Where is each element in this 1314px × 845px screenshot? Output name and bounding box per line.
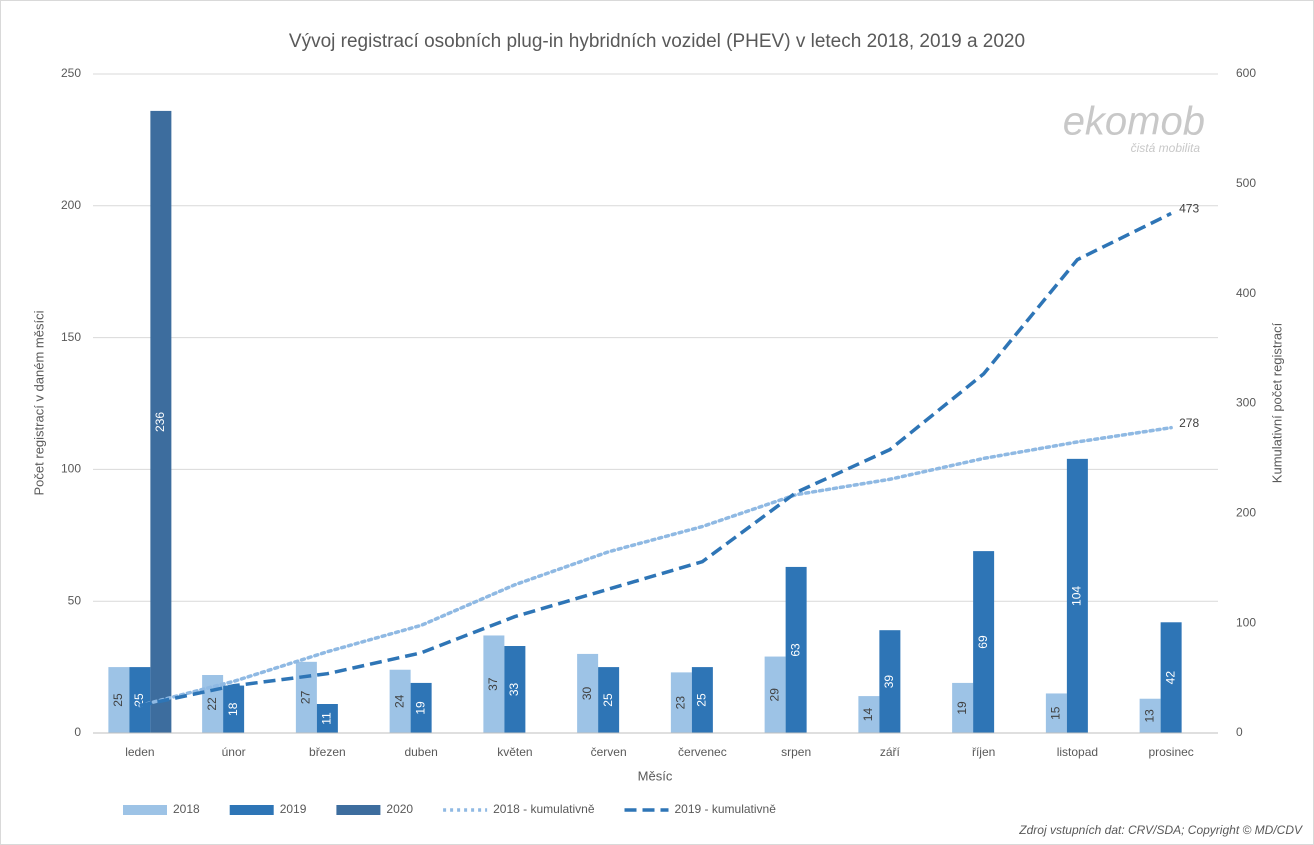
bar [483, 635, 505, 733]
bar [973, 551, 995, 733]
bar-value-label: 15 [1049, 706, 1063, 720]
bar [223, 685, 245, 733]
bar-value-label: 19 [413, 701, 427, 715]
bar [858, 696, 880, 733]
y-tick-label: 250 [61, 66, 81, 80]
bar-value-label: 104 [1070, 586, 1084, 606]
x-tick-label: květen [497, 745, 532, 759]
y2-tick-label: 100 [1236, 615, 1256, 629]
bar [1139, 698, 1161, 733]
bar-value-label: 27 [299, 690, 313, 704]
line-series [139, 211, 1172, 708]
x-tick-label: červenec [678, 745, 727, 759]
legend-swatch [229, 805, 274, 815]
line-series [138, 425, 1173, 708]
y-tick-label: 50 [68, 593, 82, 607]
y-tick-label: 150 [61, 330, 81, 344]
y2-tick-label: 200 [1236, 506, 1256, 520]
bar-value-label: 19 [955, 701, 969, 715]
y2-tick-label: 600 [1236, 66, 1256, 80]
bar [129, 667, 151, 733]
bar-value-label: 18 [226, 702, 240, 716]
y-tick-label: 200 [61, 198, 81, 212]
legend-label: 2018 [173, 802, 200, 816]
watermark: ekomob [1063, 100, 1205, 144]
bar-value-label: 69 [976, 635, 990, 649]
bar [504, 646, 526, 733]
y-tick-label: 0 [74, 725, 81, 739]
bar [389, 669, 411, 733]
bar [316, 704, 338, 733]
bar-value-label: 13 [1142, 709, 1156, 723]
bar-value-label: 25 [695, 693, 709, 707]
bar-value-label: 42 [1163, 671, 1177, 685]
y2-tick-label: 0 [1236, 725, 1243, 739]
bar-value-label: 39 [882, 675, 896, 689]
x-tick-label: březen [309, 745, 346, 759]
y2-tick-label: 500 [1236, 176, 1256, 190]
legend-label: 2019 [280, 802, 307, 816]
bar [410, 682, 432, 733]
bar [952, 682, 974, 733]
bar-value-label: 30 [580, 686, 594, 700]
bar [1066, 458, 1088, 733]
legend-label: 2018 - kumulativně [493, 802, 595, 816]
x-tick-label: srpen [781, 745, 811, 759]
bar [577, 653, 599, 733]
x-tick-label: listopad [1057, 745, 1098, 759]
y2-axis-label: Kumulativní počet registrací [1269, 322, 1284, 483]
source-note: Zdroj vstupních dat: CRV/SDA; Copyright … [1018, 823, 1303, 837]
x-tick-label: prosinec [1148, 745, 1193, 759]
bar-value-label: 14 [861, 708, 875, 722]
x-tick-label: leden [125, 745, 154, 759]
y2-tick-label: 300 [1236, 396, 1256, 410]
legend-swatch [336, 805, 381, 815]
bar-value-label: 25 [111, 693, 125, 707]
line-end-label: 473 [1179, 202, 1199, 216]
bar [1045, 693, 1067, 733]
legend-swatch [123, 805, 167, 815]
bar [598, 667, 620, 733]
bar-value-label: 24 [392, 694, 406, 708]
bar-value-label: 29 [767, 688, 781, 702]
bar [150, 110, 172, 734]
y-tick-label: 100 [61, 462, 81, 476]
x-tick-label: únor [222, 745, 246, 759]
bar [670, 672, 692, 733]
bar [295, 661, 317, 733]
bar-value-label: 11 [320, 712, 334, 725]
bar-value-label: 63 [788, 643, 802, 657]
x-tick-label: duben [404, 745, 437, 759]
y-axis-label: Počet registrací v daném měsíci [31, 310, 46, 495]
x-tick-label: září [880, 745, 901, 759]
watermark-sub: čistá mobilita [1131, 141, 1201, 155]
bar [1160, 622, 1182, 733]
bar-value-label: 23 [674, 696, 688, 710]
bar-value-label: 236 [153, 412, 167, 432]
x-tick-label: říjen [972, 745, 995, 759]
x-tick-label: červen [591, 745, 627, 759]
legend-label: 2020 [386, 802, 413, 816]
bar [691, 667, 713, 733]
x-axis-label: Měsíc [638, 768, 673, 783]
bar-value-label: 33 [507, 683, 521, 697]
legend-label: 2019 - kumulativně [675, 802, 777, 816]
bar [108, 667, 130, 733]
bar-value-label: 22 [205, 697, 219, 711]
bar [764, 656, 786, 733]
bar-value-label: 25 [601, 693, 615, 707]
bar [785, 566, 807, 733]
bar-value-label: 37 [486, 677, 500, 691]
bar [879, 630, 901, 733]
chart-title: Vývoj registrací osobních plug-in hybrid… [289, 31, 1025, 52]
y2-tick-label: 400 [1236, 286, 1256, 300]
line-end-label: 278 [1179, 416, 1199, 430]
